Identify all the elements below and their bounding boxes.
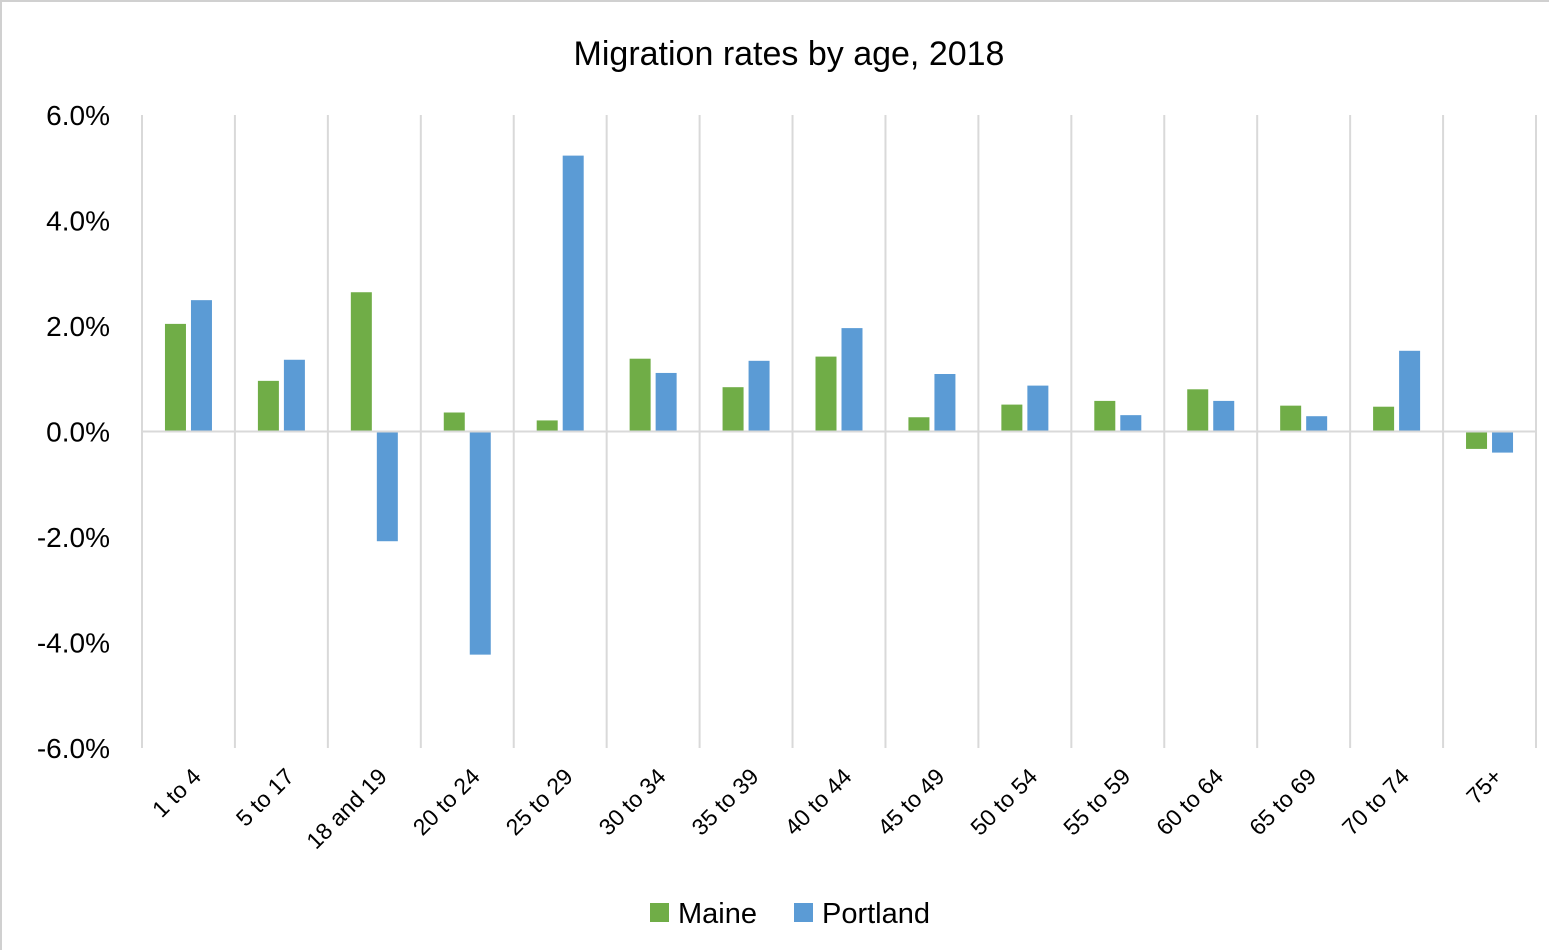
legend-swatch-maine (650, 903, 669, 922)
y-tick-label: -6.0% (37, 733, 110, 764)
x-tick-label: 35 to 39 (686, 763, 763, 840)
bar-portland-8 (934, 374, 955, 431)
bar-portland-13 (1399, 351, 1420, 432)
bar-portland-5 (656, 373, 677, 432)
bar-maine-12 (1280, 406, 1301, 432)
bar-maine-6 (723, 387, 744, 431)
y-tick-label: 6.0% (46, 100, 110, 131)
y-tick-label: 2.0% (46, 311, 110, 342)
bar-maine-3 (444, 413, 465, 432)
x-tick-label: 18 and 19 (301, 763, 392, 854)
x-tick-label: 50 to 54 (965, 763, 1042, 840)
y-tick-label: -2.0% (37, 522, 110, 553)
bar-portland-9 (1027, 386, 1048, 432)
bar-maine-9 (1001, 405, 1022, 432)
bar-portland-10 (1120, 415, 1141, 431)
bar-portland-11 (1213, 401, 1234, 432)
legend-swatch-portland (794, 903, 813, 922)
x-tick-label: 75+ (1461, 763, 1507, 809)
legend-label-portland: Portland (822, 898, 930, 930)
legend: Maine Portland (650, 898, 930, 930)
chart-title: Migration rates by age, 2018 (574, 35, 1005, 73)
bar-portland-0 (191, 300, 212, 431)
y-tick-label: -4.0% (37, 628, 110, 659)
bars (165, 156, 1513, 655)
bar-maine-11 (1187, 389, 1208, 431)
x-tick-label: 25 to 29 (501, 763, 578, 840)
bar-maine-10 (1094, 401, 1115, 432)
x-axis-tick-labels: 1 to 4 5 to 17 18 and 19 20 to 24 25 to 29 30… (147, 763, 1507, 854)
bar-maine-14 (1466, 432, 1487, 449)
x-tick-label: 30 to 34 (593, 763, 670, 840)
bar-portland-6 (749, 361, 770, 432)
x-tick-label: 20 to 24 (408, 763, 485, 840)
y-tick-label: 0.0% (46, 417, 110, 448)
bar-maine-5 (630, 359, 651, 432)
x-tick-label: 1 to 4 (147, 763, 206, 822)
x-tick-label: 70 to 74 (1337, 763, 1414, 840)
bar-maine-0 (165, 324, 186, 432)
bar-maine-4 (537, 420, 558, 431)
bar-portland-4 (563, 156, 584, 432)
bar-maine-8 (908, 417, 929, 431)
legend-label-maine: Maine (678, 898, 757, 930)
x-tick-label: 40 to 44 (779, 763, 856, 840)
bar-portland-7 (842, 328, 863, 431)
y-axis-tick-labels: 6.0% 4.0% 2.0% 0.0% -2.0% -4.0% -6.0% (37, 100, 110, 764)
x-tick-label: 55 to 59 (1058, 763, 1135, 840)
bar-maine-1 (258, 381, 279, 432)
bar-portland-12 (1306, 416, 1327, 431)
x-tick-label: 5 to 17 (231, 763, 299, 831)
x-tick-label: 65 to 69 (1244, 763, 1321, 840)
bar-maine-13 (1373, 407, 1394, 432)
x-tick-label: 60 to 64 (1151, 763, 1228, 840)
y-tick-label: 4.0% (46, 206, 110, 237)
bar-maine-2 (351, 292, 372, 431)
bar-portland-3 (470, 432, 491, 655)
bar-maine-7 (816, 357, 837, 432)
bar-portland-2 (377, 432, 398, 542)
bar-portland-14 (1492, 432, 1513, 453)
bar-portland-1 (284, 360, 305, 432)
x-tick-label: 45 to 49 (872, 763, 949, 840)
